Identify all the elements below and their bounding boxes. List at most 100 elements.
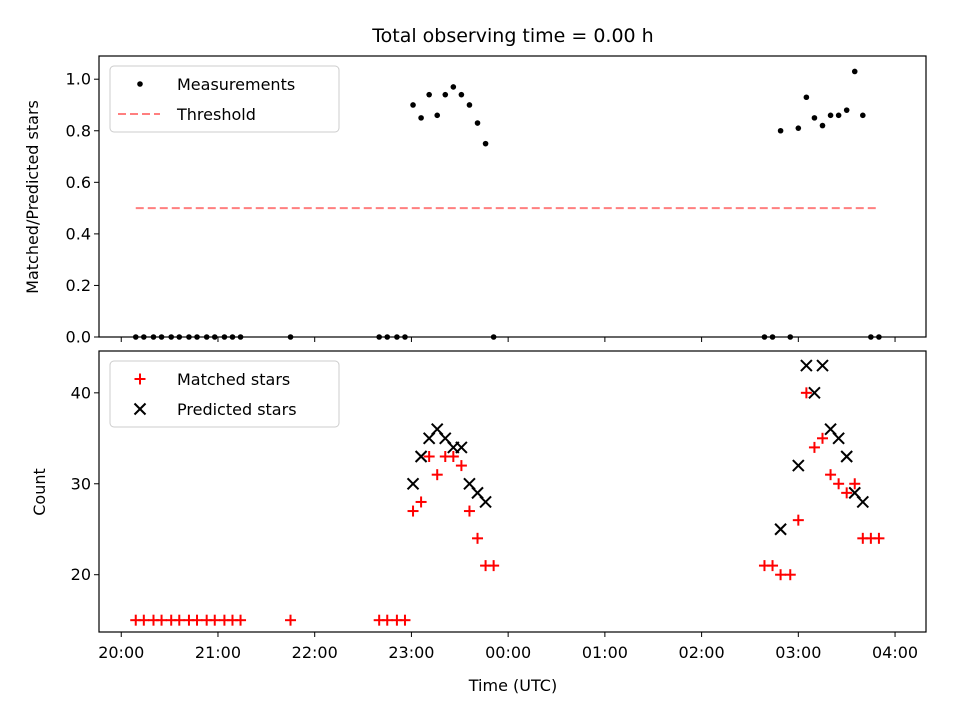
predicted-star-point [774, 523, 787, 536]
legend-measurement-swatch [137, 81, 143, 87]
predicted-star-point [455, 441, 468, 454]
x-tick-label: 00:00 [485, 643, 531, 662]
predicted-star-point [808, 386, 821, 400]
measurement-point [851, 68, 858, 75]
matched-star-point [407, 505, 419, 517]
matched-star-point [447, 450, 459, 462]
legend-box [109, 360, 340, 428]
matched-star-point [808, 441, 820, 453]
measurement-point [843, 107, 850, 113]
matched-star-point [455, 460, 467, 472]
legend-label: Matched stars [177, 370, 290, 389]
matched-star-point [767, 560, 779, 572]
matched-star-point [825, 469, 837, 481]
measurement-point [819, 122, 826, 129]
legend-matched-swatch [134, 373, 146, 385]
x-tick-label: 02:00 [679, 643, 725, 662]
legend-label: Measurements [177, 75, 295, 94]
y-tick-label: 30 [71, 474, 91, 493]
matched-star-point [173, 614, 185, 626]
matched-star-point [800, 387, 812, 399]
plot-frame [98, 350, 927, 633]
matched-star-point [841, 487, 853, 499]
matched-star-point [138, 614, 150, 626]
legend-box [109, 65, 340, 133]
measurement-point [777, 127, 784, 134]
y-tick-label: 0.0 [66, 328, 91, 347]
x-axis-label: Time (UTC) [468, 676, 557, 695]
measurement-point [860, 112, 866, 119]
matched-star-point [191, 614, 203, 626]
matched-star-point [784, 569, 796, 581]
matched-star-point [415, 496, 427, 508]
legend: Measurements Threshold [109, 65, 340, 133]
predicted-star-point [840, 450, 853, 463]
matched-star-point [472, 532, 484, 544]
matched-star-point [381, 614, 393, 626]
predicted-star-point [414, 450, 428, 463]
predicted-star-point [832, 432, 845, 445]
measurement-point [450, 84, 457, 90]
y-tick-label: 1.0 [66, 70, 91, 89]
predicted-star-point [479, 495, 492, 509]
matched-star-point [209, 614, 221, 626]
top-y-axis-label: Matched/Predicted stars [23, 100, 42, 294]
measurement-point [474, 120, 481, 126]
x-tick-label: 21:00 [195, 643, 241, 662]
predicted-star-point [406, 477, 420, 490]
matched-star-point [488, 560, 500, 572]
matched-star-point [285, 614, 297, 626]
measurement-point [795, 125, 802, 131]
matched-star-point [792, 514, 804, 526]
y-tick-label: 0.4 [66, 224, 91, 243]
matched-star-point [849, 478, 861, 490]
matched-star-point [833, 478, 845, 490]
measurement-point [835, 112, 842, 119]
legend-predicted-swatch [133, 402, 147, 416]
predicted-star-point [856, 495, 870, 509]
y-tick-label: 40 [71, 383, 91, 402]
measurement-point [434, 112, 441, 119]
x-tick-label: 04:00 [872, 643, 918, 662]
x-tick-label: 03:00 [775, 643, 821, 662]
predicted-star-point [800, 359, 813, 372]
matched-star-point [423, 450, 435, 462]
bottom-y-axis-label: Count [30, 468, 49, 516]
measurement-point [426, 91, 432, 98]
measurement-point [482, 140, 489, 147]
matched-star-point [775, 569, 787, 581]
matched-star-point [817, 432, 829, 444]
predicted-star-point [816, 359, 829, 372]
measurement-point [811, 115, 818, 121]
plot-frame [98, 55, 927, 338]
measurement-point [442, 91, 449, 98]
matched-star-point [431, 469, 443, 481]
chart-title: Total observing time = 0.00 h [371, 25, 653, 47]
measurement-point [827, 112, 834, 119]
y-tick-label: 0.8 [66, 121, 91, 140]
y-tick-label: 20 [71, 565, 91, 584]
matched-star-point [399, 614, 411, 626]
x-tick-label: 23:00 [388, 643, 434, 662]
y-tick-label: 0.6 [66, 173, 91, 192]
matched-star-point [235, 614, 247, 626]
measurement-point [410, 102, 416, 108]
measurement-point [466, 102, 473, 108]
x-tick-label: 01:00 [582, 643, 628, 662]
x-tick-label: 20:00 [98, 643, 144, 662]
matched-star-point [873, 532, 885, 544]
matched-star-point [463, 505, 475, 517]
measurement-point [458, 91, 465, 98]
predicted-star-point [792, 459, 805, 472]
x-tick-label: 22:00 [292, 643, 338, 662]
legend-label: Threshold [176, 105, 256, 124]
legend-label: Predicted stars [177, 400, 297, 419]
top-panel: 0.0 0.2 0.4 0.6 0.8 1.0 Measurements Threshold [66, 55, 927, 347]
legend: Matched stars Predicted stars [109, 360, 340, 428]
measurement-point [418, 115, 424, 121]
matched-star-point [156, 614, 168, 626]
y-tick-label: 0.2 [66, 276, 91, 295]
measurement-point [803, 94, 810, 101]
bottom-panel: 20 30 40 20:00 21:00 22:00 23:00 00:00 01:00 02:0… [71, 350, 927, 662]
